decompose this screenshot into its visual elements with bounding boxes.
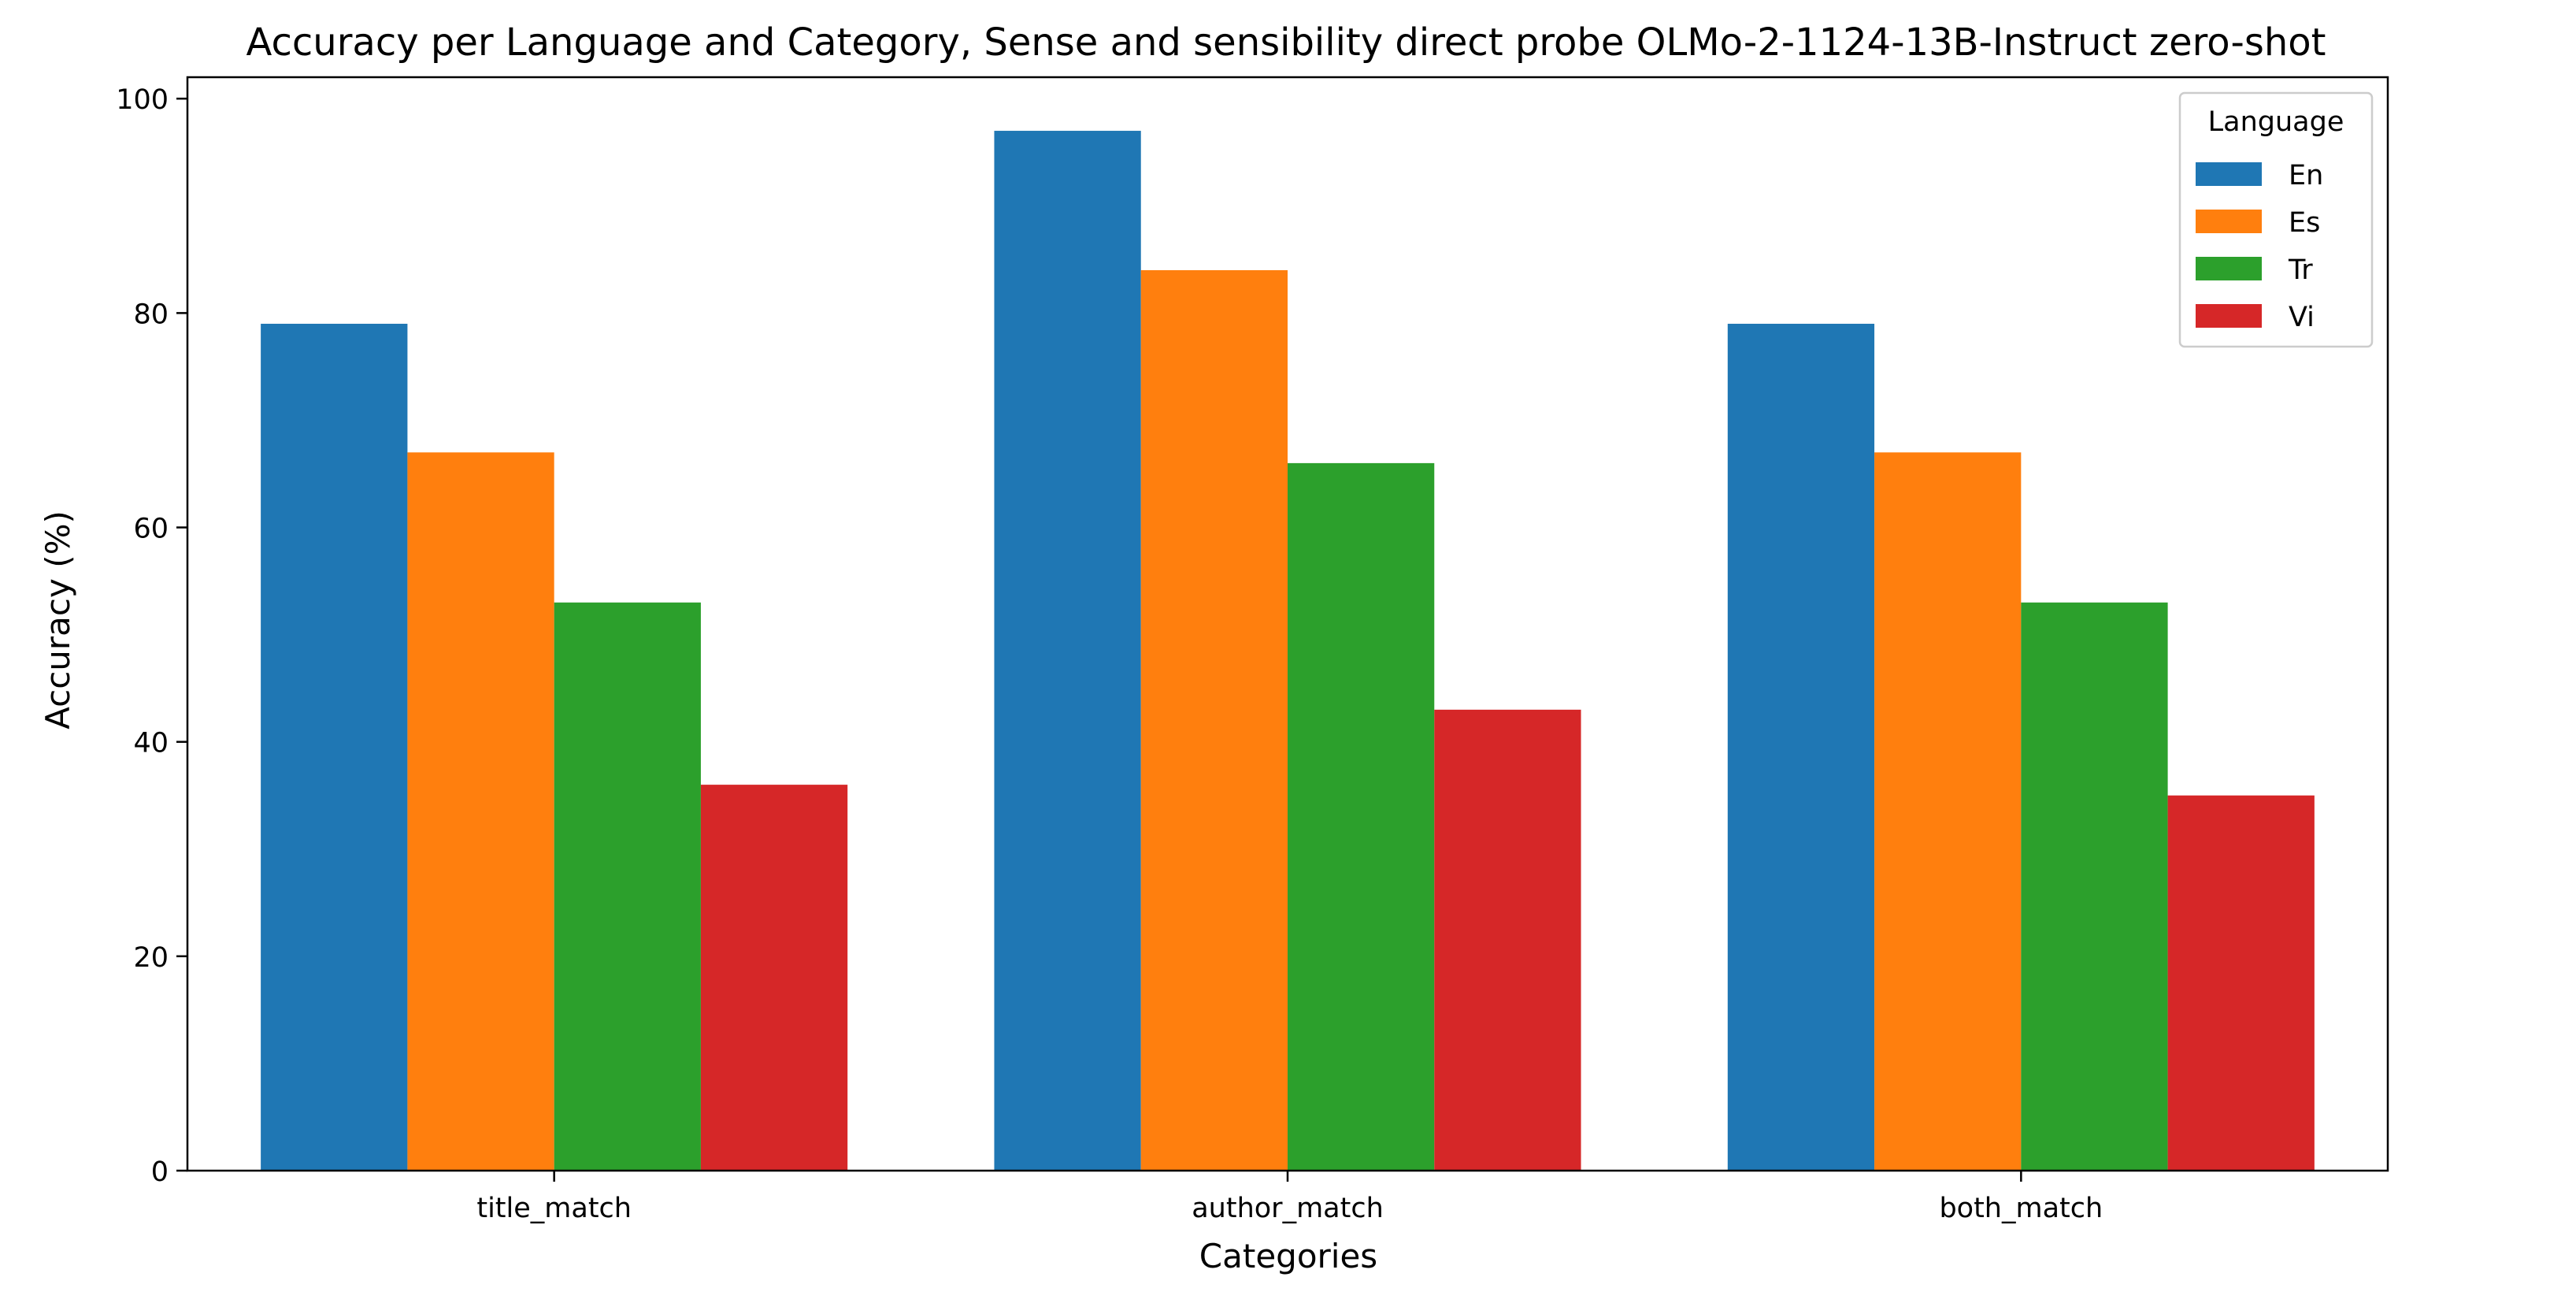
bar-en-title_match [261, 323, 408, 1171]
x-tick-label: author_match [1192, 1193, 1384, 1224]
legend-swatch-es [2196, 210, 2262, 233]
bar-vi-both_match [2167, 795, 2315, 1171]
bar-es-both_match [1874, 452, 2022, 1171]
legend-swatch-vi [2196, 304, 2262, 328]
bar-es-author_match [1140, 269, 1288, 1171]
bar-tr-title_match [554, 602, 701, 1171]
x-tick-label: title_match [476, 1193, 632, 1224]
bar-en-author_match [994, 131, 1141, 1171]
axes-layer: 0 20 40 60 80 100 title_match author_match both_… [116, 76, 2389, 1224]
bar-vi-author_match [1434, 709, 1581, 1171]
y-tick-label: 80 [133, 299, 169, 330]
legend-swatch-tr [2196, 257, 2262, 280]
legend-label-en: En [2289, 160, 2323, 191]
x-tick-label: both_match [1939, 1193, 2103, 1224]
legend-box [2178, 91, 2374, 348]
legend-title: Language [2208, 106, 2344, 138]
legend-label-vi: Vi [2289, 302, 2315, 333]
y-tick-label: 0 [151, 1156, 169, 1188]
bar-en-both_match [1727, 323, 1875, 1171]
y-tick-label: 100 [116, 84, 169, 116]
chart-title: Accuracy per Language and Category, Sens… [246, 20, 2326, 65]
y-tick-label: 60 [133, 514, 169, 545]
legend-label-tr: Tr [2288, 254, 2313, 286]
bar-es-title_match [407, 452, 554, 1171]
bar-vi-title_match [700, 785, 848, 1171]
bar-tr-author_match [1288, 462, 1435, 1171]
bars-layer [261, 131, 2315, 1171]
legend-label-es: Es [2289, 207, 2320, 239]
bar-tr-both_match [2021, 602, 2168, 1171]
y-axis-label: Accuracy (%) [39, 510, 77, 729]
y-tick-label: 20 [133, 942, 169, 974]
x-axis-label: Categories [1199, 1237, 1377, 1275]
y-tick-label: 40 [133, 728, 169, 759]
legend-swatch-en [2196, 162, 2262, 186]
legend: Language En Es Tr Vi [2178, 91, 2374, 348]
